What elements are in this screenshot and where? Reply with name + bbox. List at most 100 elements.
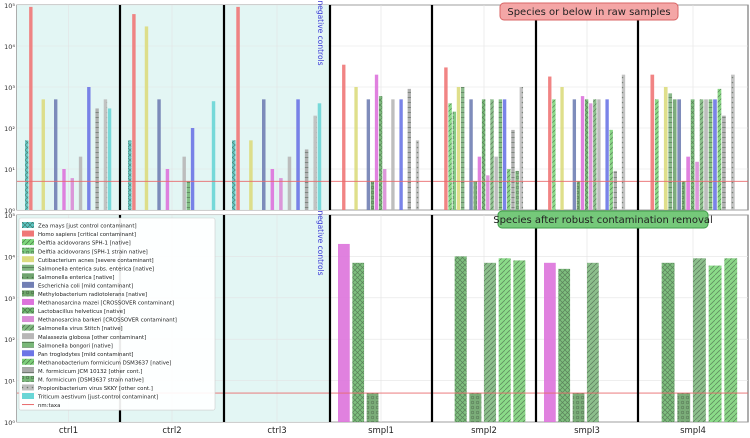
bar-smpl2-7 [469, 99, 473, 210]
bar-ctrl3-9 [270, 169, 275, 210]
bar-smpl2-16 [507, 169, 511, 210]
bar-smpl3-10 [584, 99, 589, 210]
legend-entry: Pan troglodytes [mild contaminant] [38, 352, 133, 358]
bar-smpl1-1 [352, 262, 365, 422]
y-tick-label: 10⁴ [4, 253, 15, 261]
bar-smpl3-0 [544, 262, 556, 422]
bar-smpl2-3 [452, 111, 457, 210]
bar-smpl2-14 [498, 99, 503, 210]
bar-smpl4-5 [668, 93, 673, 210]
bar-ctrl2-7 [157, 99, 161, 210]
bar-smpl3-2 [552, 99, 556, 210]
bar-ctrl3-20 [317, 103, 322, 210]
legend-swatch [22, 384, 34, 391]
x-tick-label: smpl3 [574, 426, 600, 436]
bar-smpl4-16 [717, 88, 722, 210]
bar-ctrl1-13 [78, 156, 83, 210]
bar-ctrl1-19 [103, 99, 108, 210]
legend-nm-entry: nm:taxa [38, 403, 60, 409]
legend: Zea mays [just control contaminant] Homo … [18, 217, 216, 411]
bar-smpl1-0 [338, 243, 350, 422]
y-tick-label: 10⁵ [4, 2, 15, 10]
bar-smpl2-3 [484, 262, 497, 422]
bottom-title: Species after robust contamination remov… [493, 215, 713, 226]
bar-ctrl1-0 [25, 140, 29, 210]
legend-entry: Methanosarcina barkeri [CROSSOVER contam… [38, 318, 177, 324]
legend-entry: M. formicicum JCM 10132 [other cont.] [38, 369, 142, 375]
bar-ctrl3-1 [236, 6, 240, 211]
legend-entry: Propionibacterium virus SKKY [other cont… [38, 386, 153, 392]
top-title-box [499, 2, 679, 21]
bar-ctrl2-1 [132, 14, 136, 211]
legend-swatch [22, 358, 34, 365]
legend-entry: Triticum aestivum [just-control contamin… [37, 395, 158, 401]
legend-entry: Delftia acidovorans SPH-1 [native] [38, 241, 131, 247]
legend-entry: Lactobacillus helveticus [native] [38, 309, 125, 315]
y-tick-label: 10² [4, 336, 15, 344]
bar-smpl4-14 [708, 99, 713, 210]
bar-smpl3-19 [621, 74, 626, 210]
negative-controls-label: negative controls [316, 210, 325, 275]
bar-ctrl3-13 [287, 156, 292, 210]
bar-ctrl2-20 [211, 101, 216, 210]
bar-smpl2-18 [515, 170, 519, 210]
bar-smpl3-2 [572, 393, 585, 422]
bar-smpl1-13 [391, 99, 395, 210]
bar-smpl2-15 [502, 99, 507, 210]
bar-ctrl3-0 [232, 140, 236, 210]
legend-swatch [22, 239, 34, 246]
x-tick-label: ctrl2 [162, 426, 181, 436]
bar-smpl4-10 [690, 99, 695, 210]
bar-smpl2-1 [444, 67, 448, 211]
legend-swatch [22, 247, 34, 254]
bar-smpl4-13 [704, 99, 708, 210]
bar-smpl3-3 [587, 262, 599, 422]
legend-entry: Zea mays [just control contaminant] [38, 224, 137, 230]
legend-entry: Cutibacterium acnes [severe contaminant] [38, 258, 154, 264]
y-tick-label: 10⁵ [4, 212, 15, 220]
bar-smpl2-8 [473, 181, 477, 210]
y-tick-label: 10⁰ [4, 419, 15, 427]
bar-smpl1-8 [370, 181, 375, 210]
bar-ctrl1-7 [54, 99, 58, 210]
legend-entry: M. formicicum [DSM3637 strain native] [38, 378, 144, 384]
legend-swatch [22, 341, 34, 348]
bar-smpl2-19 [519, 87, 524, 210]
legend-swatch [22, 324, 34, 331]
top-panel: 10⁰ 10¹ 10² 10³ 10⁴ 10⁵ negative controls [4, 0, 749, 215]
bar-ctrl1-20 [107, 108, 112, 210]
bar-smpl1-7 [366, 99, 371, 210]
legend-entry: Malassezia globosa [other contaminant] [38, 335, 146, 341]
bar-smpl4-12 [699, 99, 704, 210]
bar-ctrl1-17 [95, 108, 99, 210]
bar-smpl3-1 [558, 268, 571, 422]
bar-smpl2-12 [490, 99, 494, 210]
bar-smpl3-17 [613, 170, 617, 210]
bar-ctrl3-11 [279, 178, 283, 210]
bar-smpl4-11 [695, 161, 699, 210]
legend-swatch [22, 230, 34, 237]
bar-smpl4-9 [686, 156, 690, 210]
legend-entry: Salmonella enterica subs. enterica [nati… [38, 266, 154, 272]
bar-ctrl1-11 [70, 178, 74, 210]
bar-smpl2-2 [448, 103, 452, 210]
bar-smpl4-5 [724, 258, 738, 422]
legend-swatch [22, 281, 34, 288]
legend-swatch [22, 273, 34, 280]
y-tick-label: 10⁰ [4, 207, 15, 215]
bar-smpl2-9 [477, 156, 482, 210]
bar-smpl1-19 [415, 140, 420, 210]
bar-ctrl3-15 [296, 99, 300, 210]
legend-entry: Escherichia coli [mild contaminant] [38, 283, 133, 289]
legend-swatch [22, 298, 34, 305]
x-tick-label: smpl1 [368, 426, 394, 436]
bar-smpl4-2 [677, 393, 691, 422]
bar-ctrl2-15 [190, 128, 195, 210]
legend-swatch [22, 367, 34, 374]
legend-entry: Delftia acidovorans [SPH-1 strain native… [38, 249, 148, 255]
bar-smpl3-15 [605, 99, 609, 210]
y-tick-label: 10⁴ [4, 43, 15, 51]
y-tick-label: 10¹ [4, 166, 15, 174]
bar-smpl1-11 [383, 169, 387, 210]
bar-smpl1-9 [374, 74, 379, 210]
